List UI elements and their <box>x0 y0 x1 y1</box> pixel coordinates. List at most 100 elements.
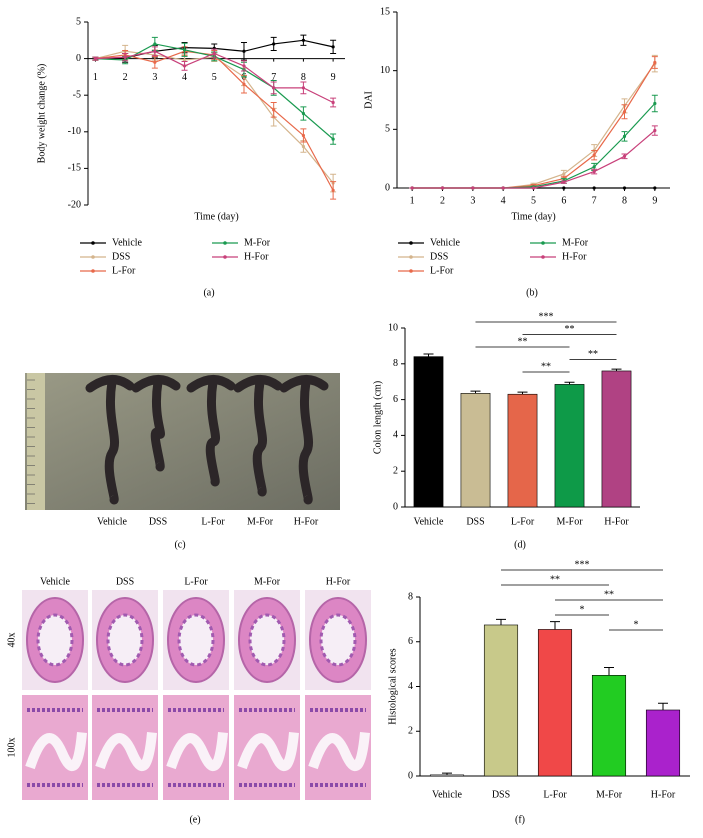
bar <box>483 624 519 777</box>
y-axis-label: DAI <box>363 91 374 109</box>
marker <box>562 186 566 190</box>
marker <box>153 42 157 46</box>
marker <box>592 153 596 157</box>
y-tick-label: 6 <box>408 636 413 647</box>
legend-label: M-For <box>244 237 271 248</box>
marker <box>531 186 536 190</box>
marker <box>182 48 187 52</box>
marker <box>182 64 187 68</box>
colon <box>233 375 283 497</box>
histology-image <box>163 695 229 800</box>
marker <box>301 38 306 42</box>
panel-caption: (f) <box>515 814 525 825</box>
marker <box>272 108 276 112</box>
marker <box>301 133 306 138</box>
legend-label: Vehicle <box>112 237 143 248</box>
error-bar <box>423 353 434 357</box>
x-tick-label: 5 <box>212 72 217 83</box>
tissue-lumen <box>308 732 370 771</box>
error-bar <box>470 390 481 394</box>
marker <box>622 134 627 138</box>
x-tick-label: L-For <box>511 516 535 527</box>
significance-label: *** <box>575 559 590 570</box>
y-tick-label: -20 <box>68 199 81 210</box>
colon <box>186 375 236 487</box>
tissue-lumen <box>166 732 228 771</box>
significance-label: ** <box>588 349 598 360</box>
histology-image <box>234 695 300 800</box>
x-axis-label: Time (day) <box>194 211 238 222</box>
marker <box>592 165 596 169</box>
x-tick-label: 6 <box>561 195 566 206</box>
legend-label: H-For <box>562 251 587 262</box>
legend-marker <box>91 241 95 245</box>
marker <box>301 86 306 90</box>
x-tick-label: H-For <box>604 516 629 527</box>
photo-label: DSS <box>149 516 167 527</box>
marker <box>123 55 127 59</box>
significance-label: *** <box>539 311 554 322</box>
legend-label: M-For <box>562 237 589 248</box>
colon <box>85 375 135 505</box>
photo-label: L-For <box>201 516 225 527</box>
bar <box>507 393 538 508</box>
panel-caption: (a) <box>203 287 214 298</box>
error-bar <box>611 368 622 371</box>
tissue-lumen <box>248 613 286 667</box>
tissue-lumen <box>95 732 157 771</box>
x-tick-label: 8 <box>301 72 306 83</box>
y-tick-label: -10 <box>68 126 81 137</box>
histology-image <box>234 590 300 690</box>
significance-label: ** <box>565 324 575 335</box>
bar <box>601 370 632 508</box>
series-line <box>412 62 656 189</box>
legend-label: L-For <box>112 265 136 276</box>
tissue-lumen <box>36 613 74 667</box>
y-tick-label: 10 <box>388 322 398 333</box>
y-tick-label: 0 <box>393 501 398 512</box>
column-label: M-For <box>254 576 281 587</box>
series-line <box>412 63 656 189</box>
marker <box>242 64 246 68</box>
column-label: L-For <box>184 576 208 587</box>
significance-label: * <box>634 619 639 630</box>
marker <box>272 42 276 46</box>
marker <box>592 169 596 174</box>
y-axis-label: Body weight change (%) <box>36 64 47 164</box>
bar <box>460 393 491 508</box>
row-label: 100x <box>6 738 17 758</box>
error-bar <box>496 618 506 625</box>
x-tick-label: 9 <box>652 195 657 206</box>
y-tick-label: 0 <box>408 770 413 781</box>
x-tick-label: L-For <box>543 789 567 800</box>
marker <box>622 110 627 114</box>
panel-caption: (e) <box>189 814 200 825</box>
panel-caption: (c) <box>174 539 185 550</box>
legend-label: L-For <box>430 265 454 276</box>
column-label: H-For <box>326 576 351 587</box>
legend-label: H-For <box>244 251 269 262</box>
marker <box>653 128 657 133</box>
x-tick-label: 2 <box>123 72 128 83</box>
legend-marker <box>409 269 413 273</box>
x-tick-label: 3 <box>470 195 475 206</box>
histology-image <box>92 590 158 690</box>
significance-label: * <box>580 604 585 615</box>
x-tick-label: Vehicle <box>432 789 463 800</box>
y-tick-label: -15 <box>68 163 81 174</box>
marker <box>272 86 276 90</box>
marker <box>471 186 475 190</box>
marker <box>242 82 246 86</box>
marker <box>242 49 246 53</box>
marker <box>410 186 414 190</box>
y-tick-label: 2 <box>393 465 398 476</box>
marker <box>153 60 157 64</box>
marker <box>501 186 505 190</box>
series-line <box>412 103 656 189</box>
marker <box>331 100 335 105</box>
histology-image <box>22 695 88 800</box>
marker <box>331 188 335 192</box>
tissue-lumen <box>319 613 357 667</box>
bar <box>429 774 465 777</box>
tissue-crypts <box>97 708 153 787</box>
